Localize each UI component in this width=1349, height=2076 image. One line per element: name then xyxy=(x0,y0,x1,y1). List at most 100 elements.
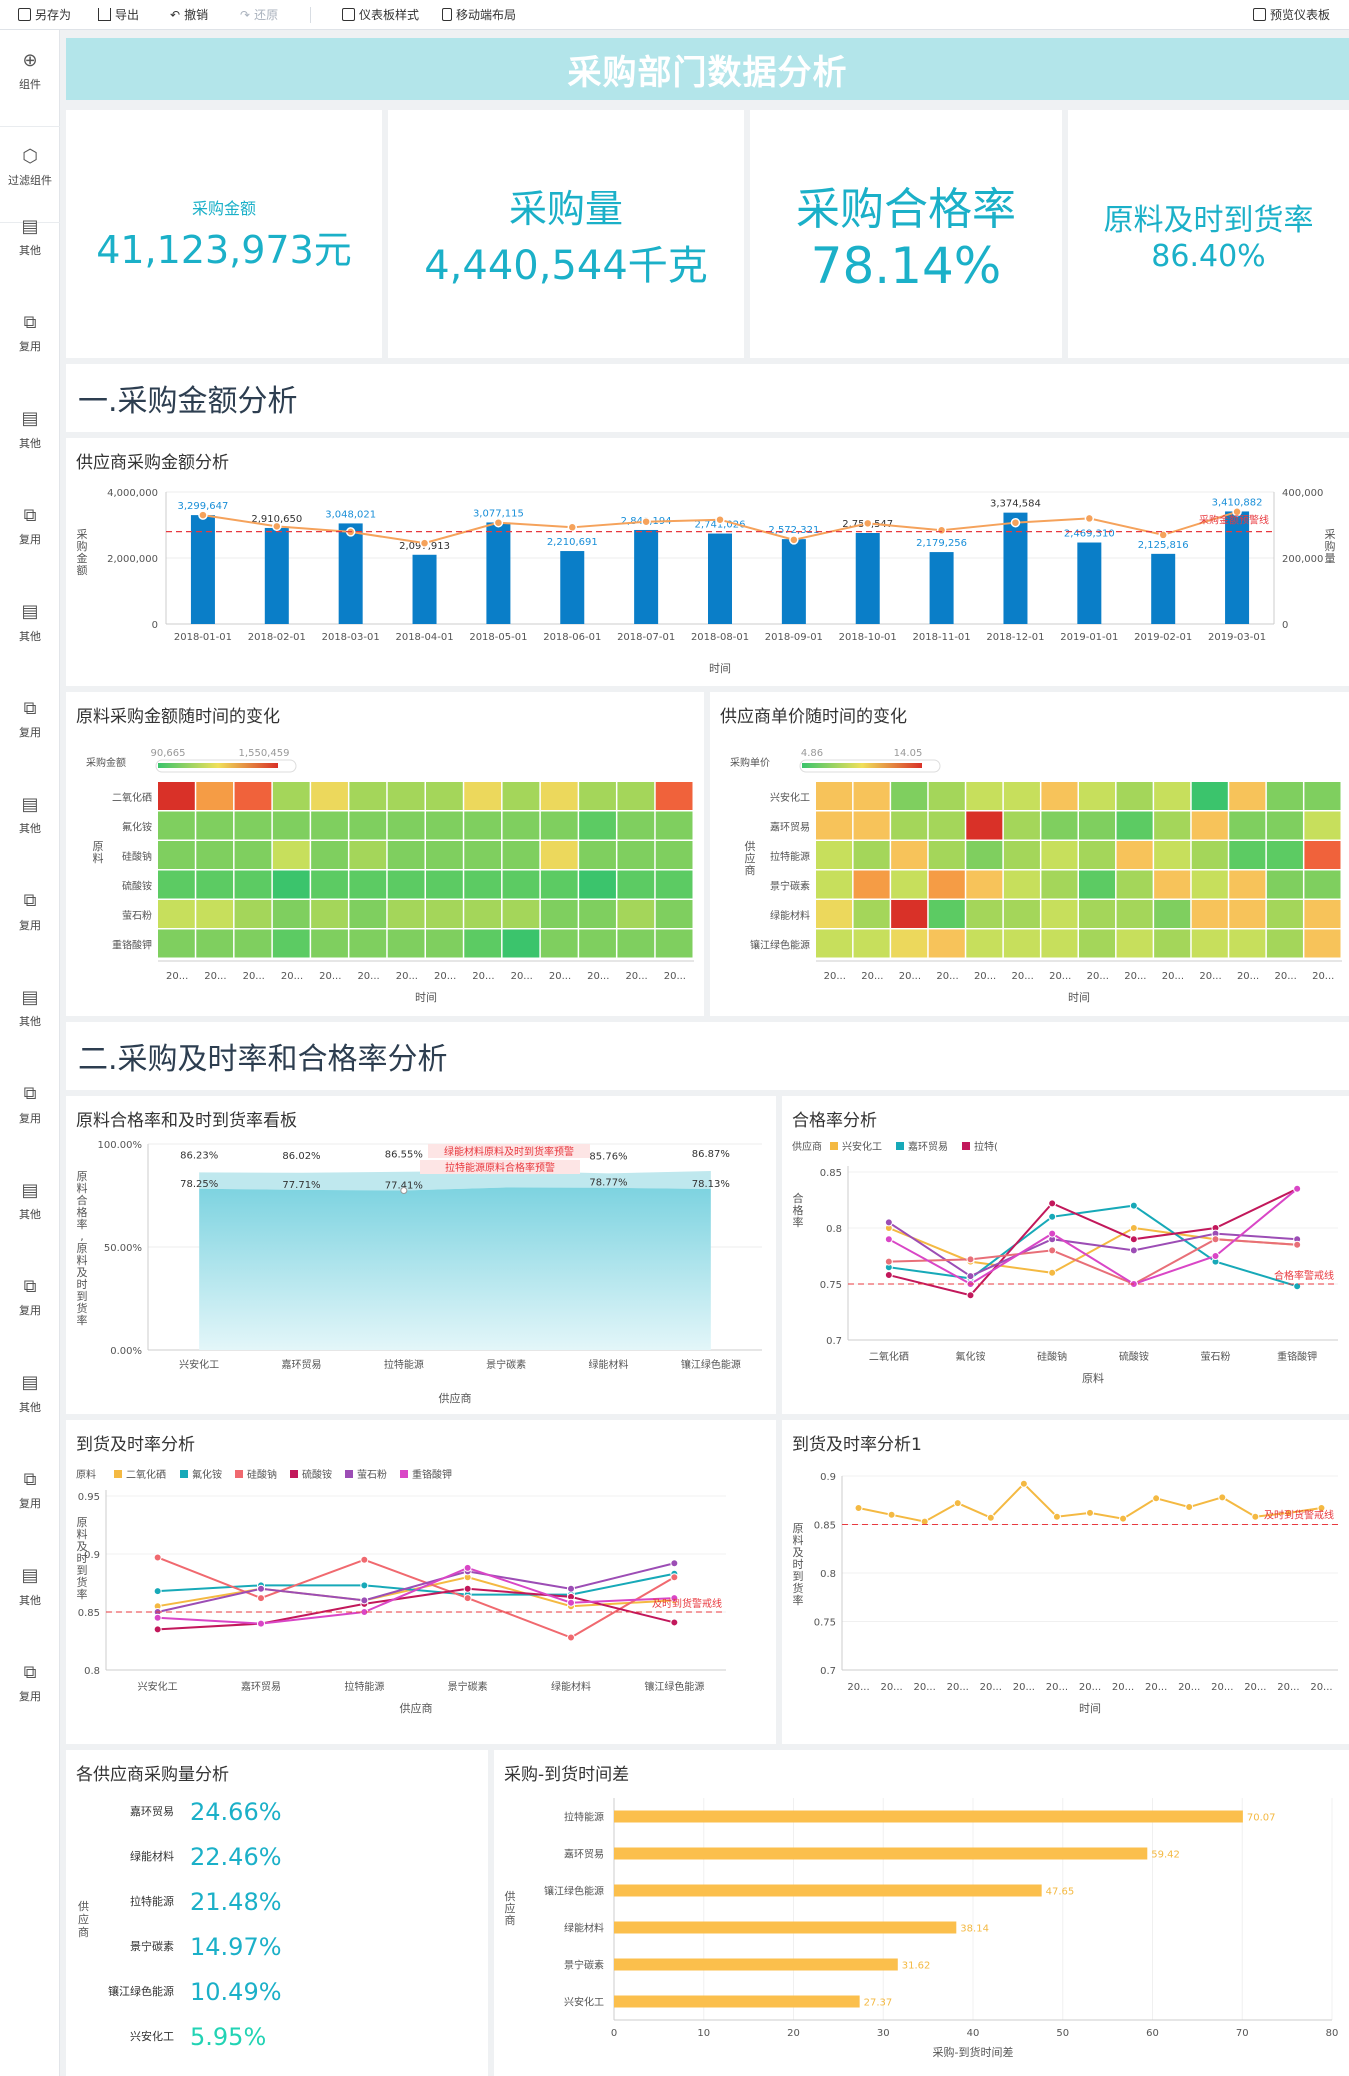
supplier-name: 镶江绿色能源 xyxy=(108,1985,174,1998)
heatmap-cell xyxy=(311,811,348,840)
line-point xyxy=(862,518,873,529)
heatmap-cell xyxy=(196,870,234,899)
sidebar-item-14[interactable]: ▤ 其他 xyxy=(0,1365,60,1423)
heatmap-cell xyxy=(1191,929,1228,958)
bar xyxy=(1077,542,1102,624)
line-point xyxy=(1211,1235,1220,1244)
heatmap-cell xyxy=(349,841,387,869)
heatmap-cell xyxy=(891,841,928,869)
area-series xyxy=(199,1187,711,1350)
supplier-share-value: 21.48% xyxy=(190,1888,282,1916)
x-tick-label: 20... xyxy=(1199,971,1221,982)
heatmap-cell xyxy=(349,929,387,958)
sidebar-item-11[interactable]: ⧉ 复用 xyxy=(0,1076,60,1134)
preview-dashboard-button[interactable]: 预览仪表板 xyxy=(1253,6,1330,23)
heatmap-cell xyxy=(158,870,195,899)
data-label: 86.55% xyxy=(385,1150,423,1161)
y-tick-label: 0.95 xyxy=(78,1492,100,1503)
bar-value-label: 3,410,882 xyxy=(1212,497,1263,508)
y-tick-label: 0.8 xyxy=(84,1666,100,1677)
row-label: 硅酸钠 xyxy=(122,850,152,863)
x-tick-label: 萤石粉 xyxy=(1201,1350,1231,1363)
y-tick-label: 0.8 xyxy=(826,1224,842,1235)
sidebar-item-9[interactable]: ⧉ 复用 xyxy=(0,883,60,941)
sidebar-item-label: 复用 xyxy=(19,726,41,739)
heatmap-cell xyxy=(234,870,272,899)
heatmap-cell xyxy=(1041,870,1078,899)
line-point xyxy=(198,510,208,520)
heatmap-cell xyxy=(1191,782,1228,810)
heatmap-cell xyxy=(1191,900,1228,928)
data-label: 78.25% xyxy=(180,1179,218,1190)
mobile-layout-button[interactable]: 移动端布局 xyxy=(442,6,516,23)
x-tick-label: 20... xyxy=(1112,1682,1134,1693)
line-point xyxy=(1129,1224,1138,1232)
legend-swatch xyxy=(235,1470,243,1478)
sidebar-item-label: 复用 xyxy=(19,1690,41,1703)
panel-ontime-analysis: 到货及时率分析 0.95 0.9 0.85 0.8 原料及时到货率 供应商 兴安化工 嘉环贸易… xyxy=(66,1420,776,1744)
bar-value-label: 59.42 xyxy=(1151,1850,1180,1861)
heatmap-cell xyxy=(1266,782,1303,810)
bar xyxy=(264,527,289,624)
heatmap-cell xyxy=(816,811,853,840)
save-as-button[interactable]: 另存为 xyxy=(18,6,71,23)
supplier-amount-chart: 4,000,000 2,000,000 0 400,000 200,000 0 采购金额 采购… xyxy=(77,488,1336,675)
line-point xyxy=(789,535,799,545)
heatmap-cell xyxy=(1154,929,1191,958)
line-series xyxy=(888,1221,1298,1278)
sidebar-item-13[interactable]: ⧉ 复用 xyxy=(0,1268,60,1326)
x-tick-label: 20... xyxy=(974,971,996,982)
sidebar-item-12[interactable]: ▤ 其他 xyxy=(0,1172,60,1230)
line-point xyxy=(153,1553,162,1562)
heatmap-cell xyxy=(234,841,272,869)
sidebar-item-0[interactable]: ⊕ 组件 xyxy=(0,42,60,100)
sidebar-item-10[interactable]: ▤ 其他 xyxy=(0,979,60,1037)
line-point xyxy=(1293,1184,1302,1193)
row-label: 氟化铵 xyxy=(122,820,152,833)
line-point xyxy=(670,1594,679,1603)
sidebar-item-16[interactable]: ▤ 其他 xyxy=(0,1558,60,1616)
y-tick-label: 0.85 xyxy=(820,1168,842,1179)
heatmap-cell xyxy=(928,929,965,958)
undo-button[interactable]: ↶ 撤销 xyxy=(170,7,209,23)
heatmap-cell xyxy=(1266,900,1303,928)
sidebar-item-1[interactable]: ⬡ 过滤组件 xyxy=(0,138,60,196)
heatmap-cell xyxy=(540,782,578,810)
sidebar-item-15[interactable]: ⧉ 复用 xyxy=(0,1461,60,1519)
legend-swatch xyxy=(830,1142,838,1150)
supplier-name: 嘉环贸易 xyxy=(130,1805,174,1818)
line-point xyxy=(1152,1494,1161,1503)
sidebar-item-7[interactable]: ⧉ 复用 xyxy=(0,690,60,748)
panel-title: 采购-到货时间差 xyxy=(504,1765,630,1785)
heatmap-cell xyxy=(1041,900,1078,928)
sidebar-item-4[interactable]: ▤ 其他 xyxy=(0,401,60,459)
heatmap-cell xyxy=(1003,870,1040,899)
heatmap-cell xyxy=(158,782,195,810)
line-point xyxy=(1048,1199,1057,1208)
heatmap-cell xyxy=(1003,782,1040,810)
sidebar-item-17[interactable]: ⧉ 复用 xyxy=(0,1654,60,1712)
sidebar-item-5[interactable]: ⧉ 复用 xyxy=(0,497,60,555)
export-button[interactable]: 导出 xyxy=(98,6,139,23)
x-tick-label: 2018-06-01 xyxy=(543,632,601,643)
heatmap-cell xyxy=(502,900,540,928)
legend-title: 供应商 xyxy=(792,1140,822,1153)
data-label: 78.13% xyxy=(692,1179,730,1190)
heatmap-cell xyxy=(540,900,578,928)
row-label: 二氧化硒 xyxy=(112,791,152,804)
sidebar-item-6[interactable]: ▤ 其他 xyxy=(0,594,60,652)
sidebar-item-2[interactable]: ▤ 其他 xyxy=(0,208,60,266)
heatmap-cell xyxy=(1116,929,1153,958)
line-point xyxy=(1129,1235,1138,1244)
heatmap-cell xyxy=(853,929,890,958)
redo-button[interactable]: ↷ 还原 xyxy=(240,7,279,23)
x-tick-label: 20... xyxy=(1079,1682,1101,1693)
sidebar-item-8[interactable]: ▤ 其他 xyxy=(0,786,60,844)
bar xyxy=(614,1921,957,1934)
y-tick-label: 绿能材料 xyxy=(564,1922,604,1935)
x-tick-label: 2018-09-01 xyxy=(765,632,823,643)
dashboard-style-button[interactable]: 仪表板样式 xyxy=(342,6,419,23)
sidebar-item-3[interactable]: ⧉ 复用 xyxy=(0,304,60,362)
x-tick-label: 30 xyxy=(877,2028,890,2039)
reuse-icon: ⧉ xyxy=(23,1468,37,1490)
